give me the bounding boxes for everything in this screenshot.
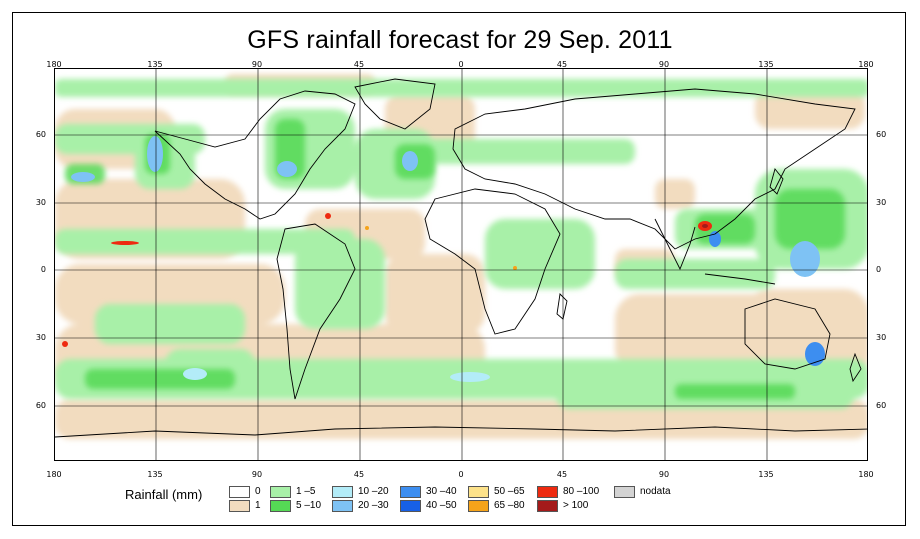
- lat-tick-left: 0: [40, 265, 46, 274]
- legend-label: > 100: [563, 500, 589, 511]
- lon-tick-bottom: 135: [758, 470, 774, 479]
- legend-swatch: [400, 500, 421, 512]
- graticule: [55, 69, 867, 460]
- lat-tick-left: 30: [35, 333, 46, 342]
- legend-label: 20 –30: [358, 500, 389, 511]
- legend-label: 10 –20: [358, 486, 389, 497]
- legend-swatch: [537, 486, 558, 498]
- legend-label: 65 –80: [494, 500, 525, 511]
- legend-swatch: [270, 500, 291, 512]
- legend-label: 80 –100: [563, 486, 600, 497]
- legend-label: 30 –40: [426, 486, 457, 497]
- lon-tick-top: 45: [353, 60, 365, 69]
- lon-tick-bottom: 0: [458, 470, 464, 479]
- legend-swatch: [468, 500, 489, 512]
- lon-tick-top: 135: [147, 60, 163, 69]
- lat-tick-right: 60: [876, 130, 887, 139]
- legend-swatch: [332, 486, 353, 498]
- legend-swatch: [229, 486, 250, 498]
- legend-label: 1 –5: [296, 486, 316, 497]
- legend-label: nodata: [640, 486, 671, 497]
- lon-tick-top: 45: [556, 60, 568, 69]
- legend-label: 40 –50: [426, 500, 457, 511]
- legend-swatch: [537, 500, 558, 512]
- lat-tick-left: 30: [35, 198, 46, 207]
- lon-tick-bottom: 45: [556, 470, 568, 479]
- legend-label: 1: [255, 500, 261, 511]
- rain-heavy-areas: [62, 213, 712, 347]
- legend-swatch: [270, 486, 291, 498]
- lon-tick-bottom: 90: [251, 470, 263, 479]
- map-title: GFS rainfall forecast for 29 Sep. 2011: [247, 26, 673, 54]
- lon-tick-bottom: 90: [658, 470, 670, 479]
- lat-tick-right: 30: [876, 198, 887, 207]
- lon-tick-top: 90: [658, 60, 670, 69]
- legend-title: Rainfall (mm): [125, 487, 203, 502]
- lon-tick-top: 180: [46, 60, 62, 69]
- legend-swatch: [332, 500, 353, 512]
- lon-tick-bottom: 180: [858, 470, 874, 479]
- lat-tick-left: 60: [35, 401, 46, 410]
- figure-frame: [12, 12, 906, 526]
- lat-tick-right: 60: [876, 401, 887, 410]
- lon-tick-top: 90: [251, 60, 263, 69]
- legend-label: 5 –10: [296, 500, 322, 511]
- lon-tick-bottom: 180: [46, 470, 62, 479]
- legend-swatch: [229, 500, 250, 512]
- legend-label: 50 –65: [494, 486, 525, 497]
- rain-10-40mm-areas: [71, 136, 825, 382]
- lon-tick-top: 135: [758, 60, 774, 69]
- lat-tick-right: 30: [876, 333, 887, 342]
- legend-swatch: [614, 486, 635, 498]
- world-map: [54, 68, 868, 461]
- lon-tick-top: 0: [458, 60, 464, 69]
- lon-tick-bottom: 135: [147, 470, 163, 479]
- legend-swatch: [468, 486, 489, 498]
- lon-tick-bottom: 45: [353, 470, 365, 479]
- map-canvas: [55, 69, 867, 460]
- lat-tick-left: 60: [35, 130, 46, 139]
- lon-tick-top: 180: [858, 60, 874, 69]
- lat-tick-right: 0: [876, 265, 882, 274]
- coastlines: [55, 78, 867, 438]
- legend-swatch: [400, 486, 421, 498]
- legend-label: 0: [255, 486, 261, 497]
